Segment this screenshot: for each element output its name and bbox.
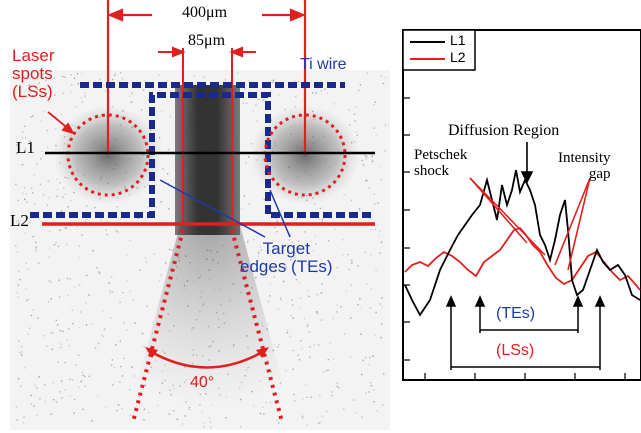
plume xyxy=(130,225,290,410)
lss-label: (LSs) xyxy=(496,342,535,359)
legend-l1-label: L1 xyxy=(450,32,466,48)
diffusion-region-label: Diffusion Region xyxy=(448,122,560,139)
angle-label: 40° xyxy=(190,374,215,391)
angle-arc-head-right xyxy=(256,347,269,358)
right-panel xyxy=(402,29,641,381)
lss-bracket xyxy=(445,295,606,370)
dimension-400 xyxy=(106,0,307,155)
profile-l1 xyxy=(404,169,641,317)
ti-wire-label: Ti wire xyxy=(300,56,347,73)
tes-label: (TEs) xyxy=(496,305,536,322)
l1-label: L1 xyxy=(16,138,35,157)
angle-arc xyxy=(147,348,267,369)
y-ticks xyxy=(403,59,410,361)
diffusion-arrow xyxy=(520,142,534,184)
petschek-shock-label: Petschek shock xyxy=(414,147,468,179)
dim-85-label: 85μm xyxy=(188,32,226,49)
petschek-arrows xyxy=(469,177,546,256)
dimension-85 xyxy=(158,46,256,225)
target-edges-pointers xyxy=(159,179,291,238)
tes-bracket xyxy=(474,295,584,333)
target-outline xyxy=(30,82,372,218)
left-panel xyxy=(10,0,390,430)
laser-spot-left xyxy=(66,113,150,197)
l2-label: L2 xyxy=(10,211,29,230)
center-column xyxy=(175,85,240,235)
laser-spot-right xyxy=(263,113,347,197)
laser-spots-arrow xyxy=(47,111,75,135)
plot-frame xyxy=(402,29,641,381)
legend-l2-label: L2 xyxy=(450,49,466,65)
target-edges-label: Target edges (TEs) xyxy=(240,239,333,276)
x-ticks xyxy=(424,373,626,380)
cone-40 xyxy=(131,229,284,423)
angle-arc-head-left xyxy=(145,347,158,358)
laser-spots-label: Laser spots (LSs) xyxy=(12,46,55,101)
legend-box xyxy=(402,29,476,71)
dim-400-label: 400μm xyxy=(182,4,228,21)
intensity-gap-label: Intensity gap xyxy=(558,150,611,182)
intensity-gap-arrows xyxy=(554,177,591,271)
